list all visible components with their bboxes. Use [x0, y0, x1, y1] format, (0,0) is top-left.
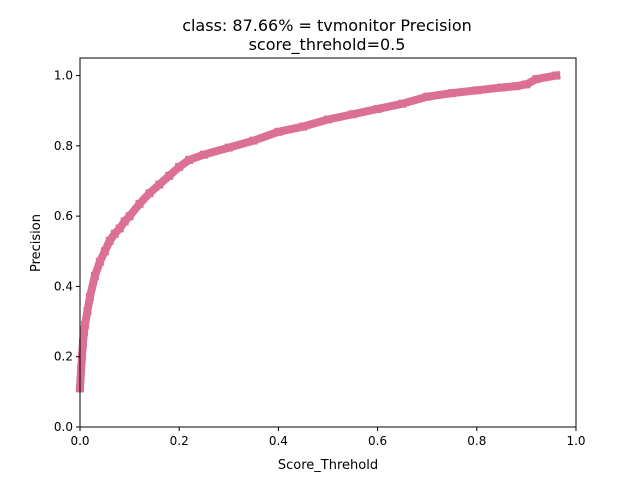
- data-point: [155, 180, 164, 189]
- data-point: [83, 307, 92, 316]
- data-point: [145, 189, 154, 198]
- data-point: [95, 257, 104, 266]
- data-point: [249, 136, 258, 145]
- x-tick-label: 0.8: [467, 434, 486, 448]
- data-point: [185, 155, 194, 164]
- data-point: [90, 271, 99, 280]
- data-point: [115, 224, 124, 233]
- data-point: [324, 115, 332, 124]
- data-point: [274, 127, 283, 136]
- x-axis-label: Score_Threhold: [278, 458, 378, 473]
- data-point: [110, 229, 119, 238]
- x-tick-label: 0.2: [170, 434, 189, 448]
- data-point: [512, 82, 521, 91]
- y-tick-label: 0.6: [54, 209, 73, 223]
- axes-layer: 0.0 0.2 0.4 0.6 0.8 1.0 0.0 0.2 0.4 0.6 0.8 1.0: [54, 69, 586, 448]
- x-tick-label: 0.0: [70, 434, 89, 448]
- data-point: [100, 247, 109, 256]
- data-point: [165, 171, 174, 180]
- chart-subtitle: score_threhold=0.5: [249, 35, 406, 55]
- data-point: [552, 71, 561, 80]
- data-point: [125, 212, 134, 221]
- data-point: [299, 122, 308, 131]
- x-tick-label: 0.4: [269, 434, 288, 448]
- data-point: [423, 92, 432, 101]
- data-point: [85, 292, 94, 301]
- data-point: [472, 86, 481, 95]
- y-tick-label: 0.2: [54, 350, 73, 364]
- data-point: [200, 150, 208, 159]
- data-point: [79, 328, 88, 337]
- data-point: [135, 199, 144, 208]
- data-point: [175, 162, 184, 171]
- precision-series-line: [75, 70, 561, 393]
- data-point: [497, 83, 506, 92]
- x-tick-label: 0.6: [368, 434, 387, 448]
- data-point: [224, 143, 233, 152]
- plot-frame: [79, 57, 577, 428]
- data-point: [80, 321, 89, 330]
- y-tick-label: 0.0: [54, 420, 73, 434]
- data-point: [532, 75, 541, 84]
- y-tick-label: 0.4: [54, 279, 73, 293]
- data-point: [120, 217, 129, 226]
- series-layer: [75, 70, 561, 393]
- data-point: [77, 352, 86, 361]
- data-point: [78, 338, 87, 347]
- data-point: [398, 99, 407, 108]
- data-point: [348, 110, 357, 119]
- chart-title: class: 87.66% = tvmonitor Precision: [182, 16, 472, 35]
- y-tick-label: 0.8: [54, 139, 73, 153]
- y-axis-label: Precision: [29, 214, 44, 272]
- data-point: [448, 89, 456, 98]
- data-point: [105, 236, 114, 245]
- data-point: [373, 104, 382, 113]
- data-point: [522, 80, 531, 89]
- data-point: [76, 366, 85, 375]
- y-tick-label: 1.0: [54, 69, 73, 83]
- x-tick-label: 1.0: [566, 434, 585, 448]
